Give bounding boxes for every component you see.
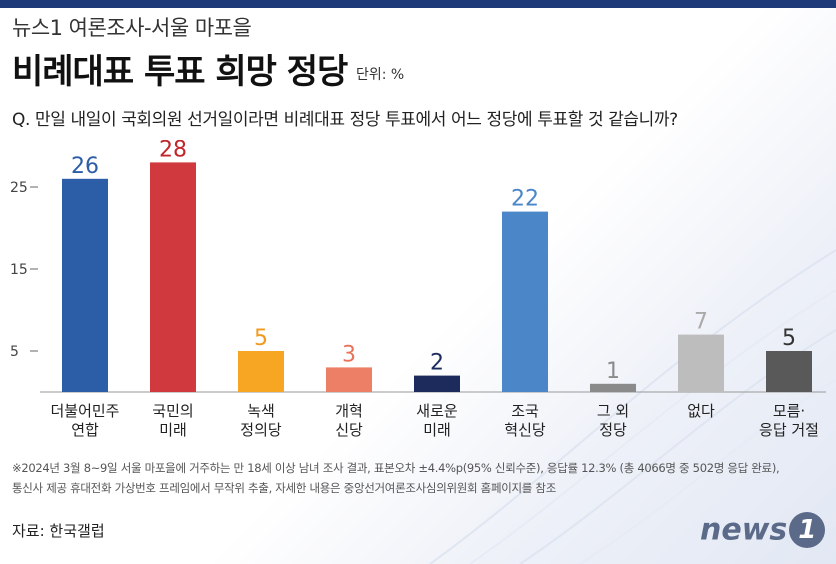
x-category-label: 더불어민주	[50, 402, 119, 420]
x-category-label: 미래	[423, 421, 451, 439]
x-category-label: 국민의	[152, 402, 193, 420]
bar-value-label: 5	[782, 326, 796, 351]
unit-label: 단위: %	[356, 67, 405, 83]
bar-value-label: 7	[694, 310, 708, 335]
bar	[502, 211, 548, 392]
x-category-label: 그 외	[597, 402, 629, 420]
x-category-label: 없다	[687, 402, 715, 420]
survey-question: Q. 만일 내일이 국회의원 선거일이라면 비례대표 정당 투표에서 어느 정당…	[12, 110, 678, 130]
bar	[326, 367, 372, 392]
bar	[414, 375, 460, 392]
source-label: 자료: 한국갤럽	[12, 522, 105, 540]
bar-value-label: 22	[511, 187, 539, 212]
footnote-line-2: 통신사 제공 휴대전화 가상번호 프레임에서 무작위 추출, 자세한 내용은 중…	[12, 481, 556, 495]
x-category-label: 개혁	[335, 402, 363, 420]
logo-text: news	[700, 512, 788, 548]
logo-badge: 1	[789, 512, 826, 548]
chart-subtitle: 뉴스1 여론조사-서울 마포을	[12, 16, 252, 40]
news1-logo: news 1	[700, 512, 826, 552]
x-category-label: 미래	[159, 421, 187, 439]
bar-value-label: 5	[254, 326, 268, 351]
x-category-label: 새로운	[416, 402, 458, 420]
bar	[766, 351, 812, 392]
bar-value-label: 3	[342, 342, 356, 367]
x-category-label: 신당	[335, 421, 363, 439]
y-tick-label: 15	[10, 262, 28, 278]
chart-title: 비례대표 투표 희망 정당	[12, 52, 348, 92]
bar-value-label: 1	[606, 359, 620, 384]
x-category-label: 혁신당	[504, 421, 546, 439]
x-category-label: 녹색	[247, 402, 275, 420]
footnote-line-1: ※2024년 3월 8~9일 서울 마포을에 거주하는 만 18세 이상 남녀 …	[12, 461, 780, 475]
bar-chart: 5152526더불어민주연합28국민의미래5녹색정의당3개혁신당2새로운미래22…	[10, 140, 826, 439]
bar-value-label: 26	[71, 154, 99, 179]
bar	[238, 351, 284, 392]
bar-value-label: 2	[430, 351, 444, 376]
x-category-label: 연합	[71, 421, 99, 439]
y-tick-label: 5	[10, 344, 19, 360]
bar	[150, 162, 196, 392]
bar	[590, 383, 636, 392]
bar-value-label: 28	[159, 140, 187, 162]
x-category-label: 모름·	[773, 402, 805, 420]
bar	[678, 334, 724, 392]
y-tick-label: 25	[10, 180, 28, 196]
x-category-label: 정의당	[240, 421, 282, 439]
bar	[62, 178, 108, 392]
top-accent-bar	[0, 0, 836, 8]
x-category-label: 정당	[599, 421, 627, 439]
x-category-label: 조국	[511, 402, 539, 420]
x-category-label: 응답 거절	[759, 421, 819, 439]
